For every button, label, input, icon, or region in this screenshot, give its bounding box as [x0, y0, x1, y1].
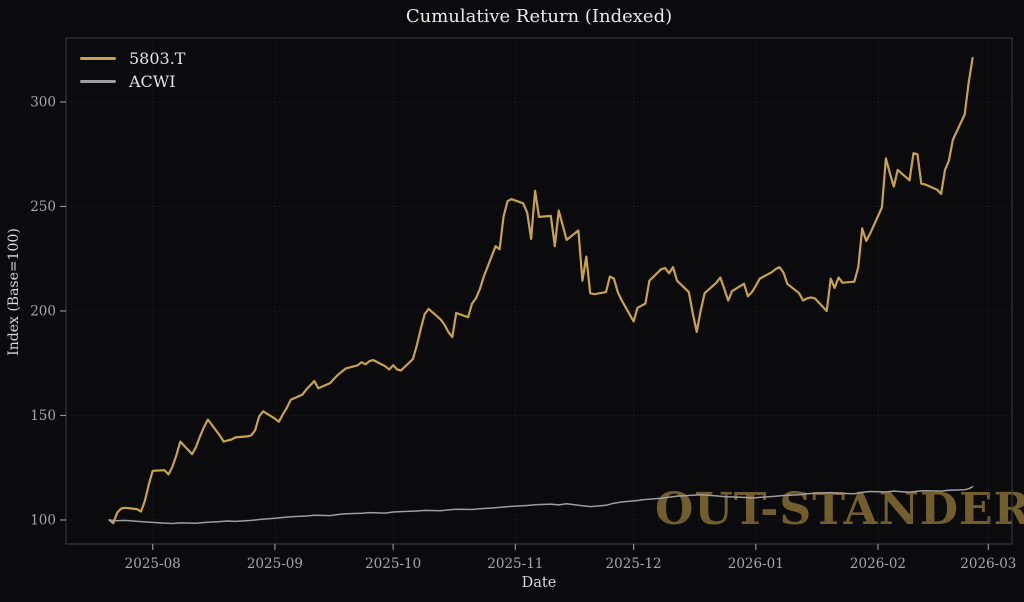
- plot-border: [65, 37, 1013, 545]
- x-tick-label: 2025-12: [606, 556, 662, 572]
- series-line-acwi: [108, 485, 974, 525]
- y-tick-label: 300: [30, 94, 56, 110]
- watermark-text: OUT-STANDER: [655, 484, 1024, 535]
- y-tick-label: 150: [30, 408, 56, 424]
- x-tick-label: 2026-01: [728, 556, 784, 572]
- x-tick-label: 2025-09: [247, 556, 303, 572]
- legend-label: ACWI: [129, 71, 176, 91]
- x-tick-label: 2025-08: [125, 556, 181, 572]
- x-axis-label: Date: [521, 575, 557, 591]
- legend-line-swatch: [80, 80, 116, 83]
- series-line-5803t: [108, 57, 974, 525]
- y-axis-label: Index (Base=100): [6, 228, 22, 356]
- x-tick-label: 2026-03: [960, 556, 1016, 572]
- y-tick-label: 100: [30, 512, 56, 528]
- legend: 5803.T ACWI: [80, 47, 185, 93]
- legend-label: 5803.T: [129, 48, 186, 68]
- x-tick-label: 2025-10: [365, 556, 421, 572]
- legend-line-swatch: [80, 57, 116, 60]
- y-tick-label: 250: [30, 199, 56, 215]
- chart-title: Cumulative Return (Indexed): [405, 6, 673, 27]
- y-tick-label: 200: [30, 303, 56, 319]
- legend-item: ACWI: [80, 70, 185, 93]
- x-tick-label: 2025-11: [487, 556, 543, 572]
- legend-item: 5803.T: [80, 47, 185, 70]
- x-tick-label: 2026-02: [850, 556, 906, 572]
